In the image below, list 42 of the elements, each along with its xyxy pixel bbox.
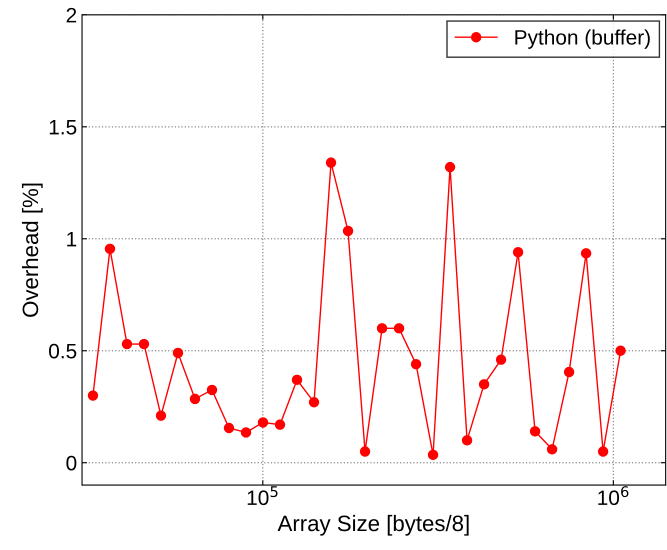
point (206, 384, 218, 396)
point (496, 354, 506, 365)
point (360, 446, 370, 457)
point (258, 417, 268, 428)
point (615, 346, 626, 356)
point (138, 338, 150, 350)
point (122, 338, 132, 350)
point (564, 366, 574, 378)
point (546, 444, 558, 454)
y-tick-label: 2 (66, 8, 76, 22)
point (224, 422, 234, 434)
x-tick-label: 10$^{6}$ (598, 486, 628, 506)
point (172, 348, 184, 358)
point (104, 244, 116, 254)
point (530, 426, 540, 437)
y-tick-label: 1.5 (50, 120, 76, 135)
point (376, 323, 388, 334)
point (478, 379, 490, 390)
x-axis-title: Array Size [bytes/8] (278, 514, 469, 536)
y-tick-label: 0 (66, 456, 76, 470)
point (292, 374, 302, 386)
point (512, 247, 524, 258)
y-tick-label: 0.5 (49, 344, 76, 358)
point (190, 394, 200, 404)
point (462, 435, 472, 446)
point (326, 157, 336, 168)
point (88, 390, 98, 401)
legend-label: Python (buffer) (515, 29, 650, 49)
point (308, 397, 320, 408)
point (342, 226, 354, 236)
point (156, 410, 166, 421)
point (580, 248, 592, 259)
y-tick-label: 1 (67, 232, 76, 246)
point (274, 419, 286, 430)
point (394, 323, 404, 334)
point (598, 446, 608, 457)
y-axis-title: Overhead [%] (22, 184, 43, 317)
x-tick-label: 10$^{5}$ (248, 486, 278, 506)
point (240, 427, 252, 438)
point (410, 358, 422, 370)
point (444, 162, 456, 172)
point (428, 450, 438, 460)
